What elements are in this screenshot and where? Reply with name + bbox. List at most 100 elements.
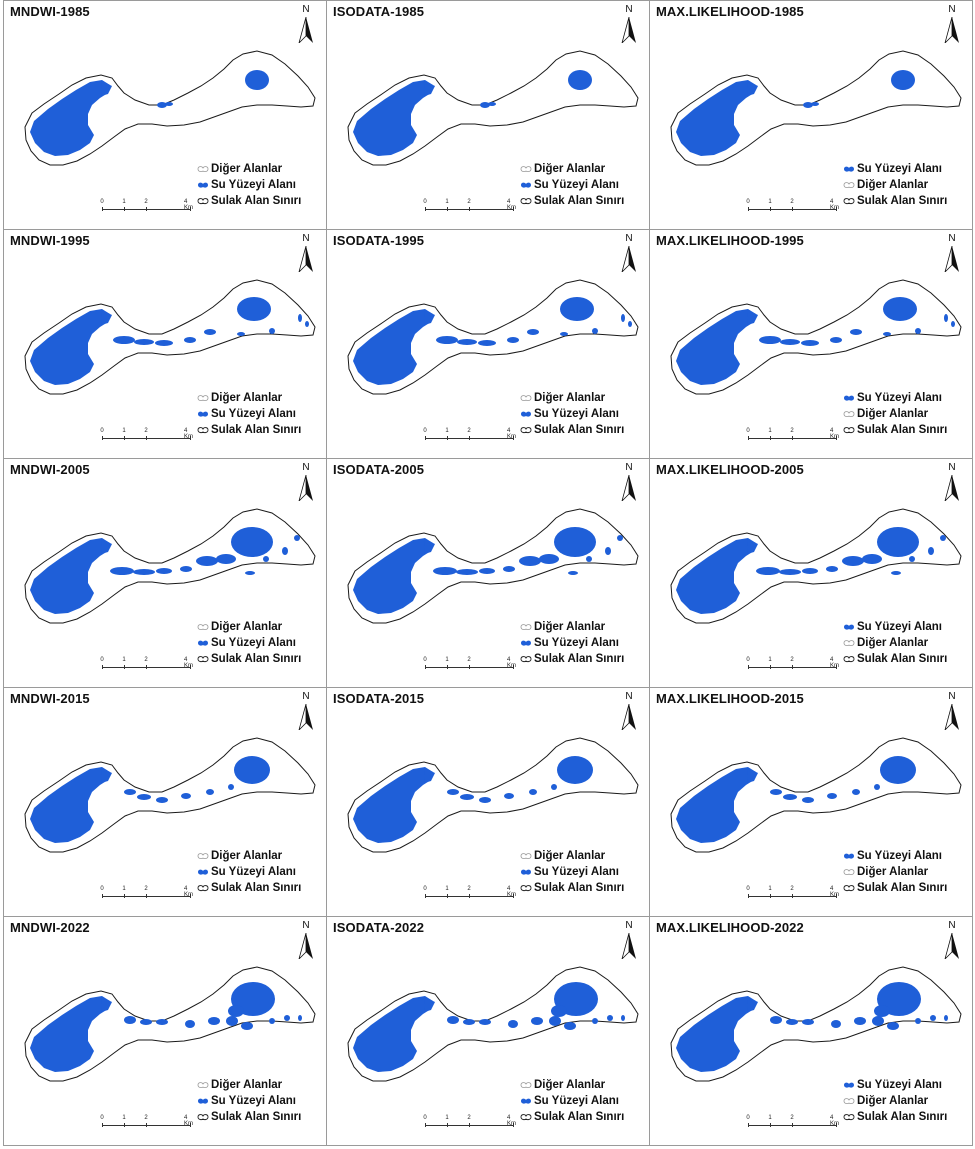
water-patch	[759, 336, 781, 344]
legend-label: Su Yüzeyi Alanı	[211, 637, 296, 649]
map-panel: ISODATA-2022 N 0 1 2 4 Km Diğer Alanlar Su Yüze…	[326, 916, 650, 1146]
water-surface-icon	[520, 637, 534, 649]
map-legend: Su Yüzeyi Alanı Diğer Alanlar Sulak Alan S…	[843, 1077, 969, 1125]
north-arrow-icon: N	[621, 920, 637, 960]
water-patch	[185, 1020, 195, 1028]
water-patch	[770, 789, 782, 795]
north-arrow-icon: N	[621, 4, 637, 44]
panel-title: MNDWI-1995	[10, 233, 90, 248]
water-patch	[180, 566, 192, 572]
scale-tick-label: 4 Km	[507, 657, 516, 669]
scale-tick-label: 4 Km	[507, 1115, 516, 1127]
scale-tick-label: 1	[122, 199, 126, 205]
map-legend: Diğer Alanlar Su Yüzeyi Alanı Sulak Alan S…	[520, 161, 646, 209]
water-body	[353, 538, 433, 614]
scale-tick-label: 2	[144, 428, 148, 434]
water-patch	[605, 547, 611, 555]
water-patch	[479, 1019, 491, 1025]
scale-tick-label: 1	[445, 428, 449, 434]
legend-label: Su Yüzeyi Alanı	[857, 392, 942, 404]
water-patch	[137, 794, 151, 800]
wetland-map	[670, 508, 962, 624]
scale-bar: 0 1 2 4 Km	[746, 886, 848, 904]
water-body	[676, 309, 756, 385]
other-area-icon	[520, 621, 534, 633]
water-body	[676, 767, 756, 843]
scale-bar: 0 1 2 4 Km	[100, 199, 202, 217]
north-arrow-label: N	[625, 920, 633, 931]
legend-label: Diğer Alanlar	[211, 621, 283, 633]
wetland-boundary-icon	[520, 195, 534, 207]
legend-label: Sulak Alan Sınırı	[857, 1111, 948, 1123]
water-patch	[508, 1020, 518, 1028]
map-panel: MNDWI-2005 N 0 1 2 4 Km Diğer Alanlar Su Yüzeyi…	[3, 458, 327, 688]
water-patch	[872, 1016, 884, 1026]
scale-tick-label: 4 Km	[184, 657, 193, 669]
legend-label: Su Yüzeyi Alanı	[211, 179, 296, 191]
water-surface-icon	[197, 866, 211, 878]
wetland-map	[24, 508, 316, 624]
water-body	[353, 767, 433, 843]
legend-item: Diğer Alanlar	[520, 161, 646, 177]
water-patch	[447, 1016, 459, 1024]
panel-title: MNDWI-2022	[10, 920, 90, 935]
water-patch	[621, 1015, 625, 1021]
other-area-icon	[197, 850, 211, 862]
water-body	[676, 996, 756, 1072]
scale-tick-label: 4 Km	[830, 428, 839, 440]
water-patch	[551, 784, 557, 790]
water-surface-icon	[197, 1095, 211, 1107]
scale-bar: 0 1 2 4 Km	[423, 199, 525, 217]
map-panel: MAX.LIKELIHOOD-2005 N 0 1 2 4 Km Su Yüzeyi Ala…	[649, 458, 973, 688]
north-arrow-icon: N	[944, 4, 960, 44]
water-body	[353, 996, 433, 1072]
legend-label: Diğer Alanlar	[857, 408, 929, 420]
water-patch	[826, 566, 838, 572]
map-legend: Su Yüzeyi Alanı Diğer Alanlar Sulak Alan S…	[843, 619, 969, 667]
water-patch	[124, 789, 136, 795]
north-arrow-icon: N	[944, 462, 960, 502]
water-body	[353, 309, 433, 385]
scale-tick-label: 2	[790, 657, 794, 663]
map-legend: Diğer Alanlar Su Yüzeyi Alanı Sulak Alan S…	[520, 848, 646, 896]
legend-label: Su Yüzeyi Alanı	[534, 179, 619, 191]
water-patch	[827, 793, 837, 799]
north-arrow-icon: N	[298, 691, 314, 731]
other-area-icon	[197, 1079, 211, 1091]
water-surface-icon	[520, 1095, 534, 1107]
water-patch	[951, 321, 955, 327]
legend-label: Diğer Alanlar	[857, 866, 929, 878]
water-patch	[770, 1016, 782, 1024]
other-area-icon	[843, 408, 857, 420]
map-panel: ISODATA-2015 N 0 1 2 4 Km Diğer Alanlar Su Yüze…	[326, 687, 650, 917]
water-patch	[245, 571, 255, 575]
panel-title: ISODATA-2005	[333, 462, 425, 477]
north-arrow-icon: N	[298, 233, 314, 273]
water-patch	[457, 339, 477, 345]
panel-title: MAX.LIKELIHOOD-2015	[656, 691, 804, 706]
water-patch	[617, 535, 623, 541]
water-patch	[263, 556, 269, 562]
lake-water-body	[568, 70, 592, 90]
water-patch	[874, 784, 880, 790]
scale-tick-label: 4 Km	[184, 1115, 193, 1127]
other-area-icon	[197, 621, 211, 633]
water-patch	[887, 1022, 899, 1030]
water-patch	[915, 1018, 921, 1024]
scale-tick-label: 2	[790, 199, 794, 205]
water-surface-icon	[843, 850, 857, 862]
wetland-map	[670, 50, 962, 166]
other-area-icon	[843, 179, 857, 191]
water-patch	[226, 1016, 238, 1026]
scale-tick-label: 0	[100, 657, 104, 663]
water-patch	[504, 793, 514, 799]
legend-item: Su Yüzeyi Alanı	[520, 406, 646, 422]
legend-item: Su Yüzeyi Alanı	[197, 1093, 323, 1109]
water-surface-icon	[520, 866, 534, 878]
water-patch	[298, 314, 302, 322]
water-patch	[592, 1018, 598, 1024]
scale-bar: 0 1 2 4 Km	[100, 428, 202, 446]
other-area-icon	[197, 163, 211, 175]
map-grid: MNDWI-1985 N 0 1 2 4 Km Diğer Alanlar Su Yüzeyi…	[3, 0, 973, 1146]
legend-item: Diğer Alanlar	[197, 161, 323, 177]
